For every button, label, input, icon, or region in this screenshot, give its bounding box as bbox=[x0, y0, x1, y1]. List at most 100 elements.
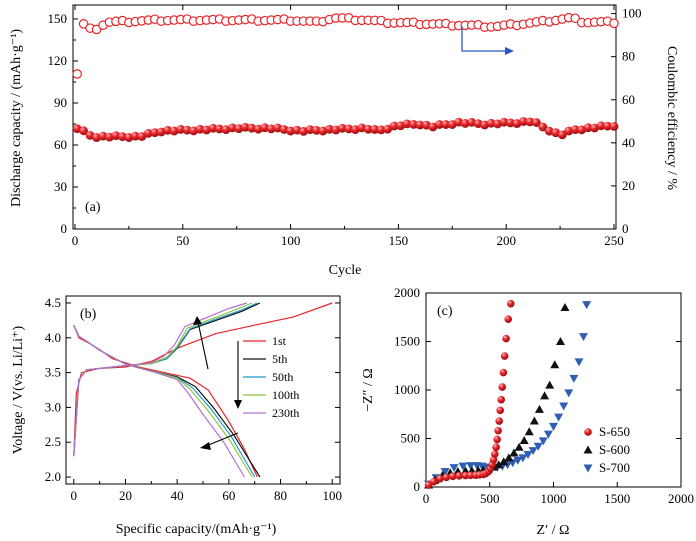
capacity-point bbox=[312, 125, 321, 135]
legend-marker bbox=[583, 445, 593, 454]
capacity-point bbox=[247, 123, 257, 133]
y-tick-label: 4.5 bbox=[45, 295, 61, 310]
y-tick-label: 2.0 bbox=[45, 469, 61, 484]
capacity-point bbox=[176, 124, 186, 134]
panel-a-marks bbox=[72, 12, 619, 142]
impedance-point bbox=[504, 453, 514, 462]
panel-b-x-axis-title: Specific capacity/(mAh·g⁻¹) bbox=[116, 522, 277, 537]
impedance-point bbox=[533, 442, 543, 451]
capacity-point bbox=[143, 128, 153, 138]
x-tick-label: 500 bbox=[480, 491, 500, 506]
panel-c-marks bbox=[424, 299, 592, 489]
impedance-point bbox=[494, 460, 504, 469]
legend-entry: S-600 bbox=[599, 442, 630, 457]
capacity-point bbox=[118, 132, 127, 142]
impedance-point bbox=[545, 380, 555, 389]
impedance-point bbox=[502, 334, 510, 343]
y2-tick-label: 100 bbox=[622, 6, 642, 21]
capacity-point bbox=[130, 131, 140, 141]
impedance-point bbox=[440, 467, 450, 476]
capacity-point bbox=[376, 125, 386, 135]
legend-entry: S-650 bbox=[599, 424, 630, 439]
impedance-point bbox=[538, 437, 548, 446]
impedance-point bbox=[540, 391, 550, 400]
panel-b-y-axis-title: Voltage / V(vs. Li/Li⁺) bbox=[11, 326, 26, 455]
right-axis-arrow bbox=[461, 26, 514, 55]
y-tick-label: 500 bbox=[401, 431, 421, 446]
capacity-point bbox=[370, 125, 380, 134]
x-tick-label: 2000 bbox=[668, 491, 694, 506]
panel-b-label: (b) bbox=[80, 307, 97, 322]
efficiency-point bbox=[609, 18, 619, 29]
x-tick-label: 20 bbox=[119, 488, 132, 503]
capacity-point bbox=[182, 125, 192, 135]
efficiency-point bbox=[91, 24, 102, 35]
capacity-point bbox=[603, 121, 612, 131]
capacity-point bbox=[111, 131, 121, 141]
panel-c-legend: S-650 S-600 S-700 bbox=[583, 424, 630, 475]
impedance-point bbox=[492, 443, 500, 452]
impedance-point bbox=[518, 454, 528, 463]
efficiency-point bbox=[72, 69, 82, 79]
panel-a-y-axis-title: Discharge capacity / (mAh·g⁻¹) bbox=[9, 29, 24, 207]
capacity-point bbox=[525, 117, 535, 127]
y-tick-label: 1000 bbox=[394, 382, 420, 397]
voltage-curve-charge bbox=[73, 302, 258, 457]
y-tick-label: 2.5 bbox=[45, 434, 61, 449]
panel-a-label: (a) bbox=[85, 200, 101, 215]
capacity-point bbox=[215, 124, 224, 134]
trend-arrows bbox=[193, 316, 242, 450]
impedance-point bbox=[449, 464, 459, 473]
panel-c-y-axis-title: −Z″ / Ω bbox=[361, 368, 376, 412]
impedance-point bbox=[549, 422, 558, 431]
impedance-point bbox=[554, 413, 564, 422]
efficiency-point bbox=[570, 13, 580, 24]
legend-entry: S-700 bbox=[599, 460, 630, 475]
impedance-point bbox=[524, 427, 534, 436]
capacity-point bbox=[325, 124, 334, 134]
panel-c-label: (c) bbox=[437, 304, 453, 319]
capacity-point bbox=[344, 124, 354, 134]
impedance-point bbox=[496, 406, 505, 415]
impedance-point bbox=[497, 395, 506, 404]
panel-c-plot-frame bbox=[425, 292, 682, 488]
impedance-point bbox=[569, 374, 579, 383]
panel-a-cycling-chart: 0 50 100 150 200 2500306090120150020406080100… bbox=[9, 4, 679, 278]
capacity-point bbox=[531, 118, 541, 127]
impedance-point bbox=[458, 462, 468, 471]
impedance-point bbox=[499, 368, 508, 377]
impedance-point bbox=[500, 352, 509, 360]
impedance-point bbox=[455, 472, 463, 480]
y-tick-label: 2000 bbox=[394, 285, 420, 300]
panel-c-x-axis-title: Z′ / Ω bbox=[537, 523, 570, 538]
x-tick-label: 50 bbox=[176, 233, 189, 248]
panel-c-axes: 0 500 1000 1500 2000 0 500 1000 1500 2000 bbox=[394, 285, 694, 506]
impedance-point bbox=[523, 451, 533, 460]
y-tick-label: 4.0 bbox=[45, 330, 61, 345]
y2-tick-label: 80 bbox=[622, 49, 635, 64]
impedance-point bbox=[429, 477, 438, 486]
x-tick-label: 1500 bbox=[604, 491, 630, 506]
impedance-point bbox=[574, 358, 584, 367]
voltage-curve-discharge bbox=[73, 324, 245, 478]
legend-entry: 50th bbox=[272, 370, 293, 384]
y-tick-label: 1500 bbox=[394, 334, 420, 349]
legend-marker bbox=[584, 428, 592, 436]
y-tick-label: 120 bbox=[48, 53, 68, 68]
x-tick-label: 1000 bbox=[541, 491, 567, 506]
impedance-point bbox=[559, 402, 569, 411]
y2-tick-label: 0 bbox=[622, 221, 629, 236]
impedance-point bbox=[534, 404, 544, 413]
voltage-curve-charge bbox=[73, 302, 248, 457]
voltage-curve-discharge bbox=[73, 324, 256, 478]
panel-c-impedance-chart: 0 500 1000 1500 2000 0 500 1000 1500 2000 (c) Z′ … bbox=[361, 285, 694, 538]
impedance-point bbox=[489, 456, 498, 464]
impedance-point bbox=[543, 430, 553, 439]
capacity-point bbox=[486, 118, 496, 128]
capacity-point bbox=[434, 120, 444, 129]
capacity-point bbox=[363, 124, 373, 134]
x-tick-label: 100 bbox=[322, 488, 342, 503]
capacity-point bbox=[506, 118, 515, 128]
legend-entry: 100th bbox=[272, 388, 299, 402]
